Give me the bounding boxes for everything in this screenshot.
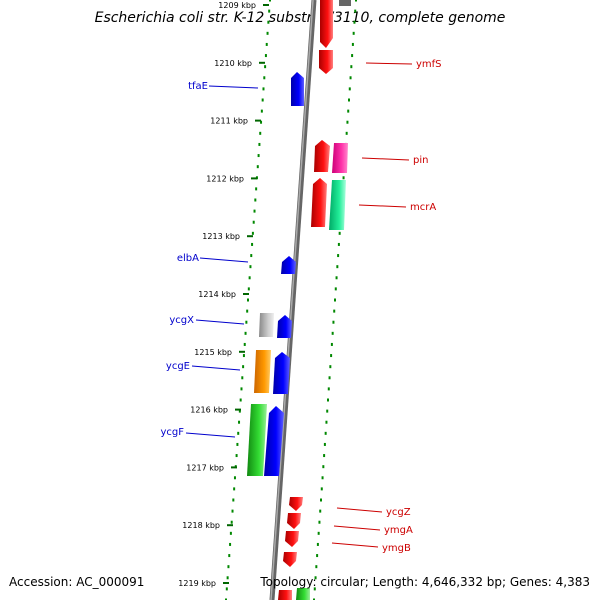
gene-label-ycgF[interactable]: ycgF bbox=[160, 427, 184, 438]
gene-label-ycgZ[interactable]: ycgZ bbox=[386, 507, 411, 518]
gene-label-ymgA[interactable]: ymgA bbox=[384, 525, 413, 536]
right-gene-labels: ymfS pin mcrA ycgZ ymgA ymgB bbox=[331, 59, 442, 554]
kbp-tick-label: 1209 kbp bbox=[218, 1, 256, 10]
genome-title: Escherichia coli str. K-12 substr. W3110… bbox=[94, 10, 506, 26]
kbp-tick-label: 1211 kbp bbox=[210, 117, 248, 126]
gene-label-pin[interactable]: pin bbox=[413, 155, 428, 166]
genome-backbone bbox=[269, 0, 317, 600]
kbp-tick-label: 1216 kbp bbox=[190, 406, 228, 415]
gene-arrow-ycgX[interactable] bbox=[277, 315, 292, 338]
genome-summary: Topology: circular; Length: 4,646,332 bp… bbox=[260, 575, 590, 589]
kbp-tick-label: 1212 kbp bbox=[206, 174, 244, 183]
gene-arrow-ycgZ[interactable] bbox=[289, 497, 303, 511]
gene-arrow-pin[interactable] bbox=[314, 140, 330, 172]
gene-arrow-pin-cog[interactable] bbox=[332, 143, 348, 173]
gene-arrow-ymgA[interactable] bbox=[287, 513, 301, 529]
kbp-tick-label: 1215 kbp bbox=[194, 348, 232, 357]
gene-label-elbA[interactable]: elbA bbox=[177, 253, 199, 264]
gene-arrow-tfaE[interactable] bbox=[291, 72, 304, 106]
gene-arrow-ycgE-cog[interactable] bbox=[254, 350, 271, 393]
gene-label-mcrA[interactable]: mcrA bbox=[410, 202, 436, 213]
gene-label-ymgB[interactable]: ymgB bbox=[382, 543, 411, 554]
gene-blocks bbox=[247, 0, 351, 600]
left-gene-labels: tfaE elbA ycgX ycgE ycgF bbox=[160, 81, 259, 438]
kbp-tick-label: 1214 kbp bbox=[198, 290, 236, 299]
inner-dotted-ring bbox=[225, 0, 271, 600]
kbp-tick-label: 1218 kbp bbox=[182, 521, 220, 530]
kbp-tick-label: 1213 kbp bbox=[202, 232, 240, 241]
kbp-tick-label: 1210 kbp bbox=[214, 59, 252, 68]
outer-dotted-ring bbox=[313, 0, 357, 600]
gene-arrow[interactable] bbox=[319, 50, 333, 74]
gene-arrow-ymgB[interactable] bbox=[285, 531, 299, 547]
gene-arrow[interactable] bbox=[278, 590, 292, 600]
gene-label-ycgE[interactable]: ycgE bbox=[166, 361, 190, 372]
gene-arrow-ycgX-cog[interactable] bbox=[259, 313, 274, 337]
gene-arrow-elbA[interactable] bbox=[281, 256, 296, 274]
gene-arrow[interactable] bbox=[283, 552, 297, 567]
gene-label-tfaE[interactable]: tfaE bbox=[188, 81, 208, 92]
gene-arrow-ycgF[interactable] bbox=[264, 406, 284, 476]
accession-label: Accession: AC_000091 bbox=[9, 575, 145, 589]
gene-arrow-mcrA-cog[interactable] bbox=[329, 180, 346, 230]
kbp-scale: 1209 kbp 1210 kbp 1211 kbp 1212 kbp 1213 kbp… bbox=[178, 1, 269, 588]
gene-arrow[interactable] bbox=[296, 588, 310, 600]
gene-arrow-ycgF-cog[interactable] bbox=[247, 404, 267, 476]
gene-arrow[interactable] bbox=[320, 0, 333, 48]
kbp-tick-label: 1217 kbp bbox=[186, 463, 224, 472]
kbp-tick-label: 1219 kbp bbox=[178, 579, 216, 588]
gene-arrow[interactable] bbox=[339, 0, 351, 6]
gene-arrow-ycgE[interactable] bbox=[273, 352, 290, 394]
gene-label-ymfS[interactable]: ymfS bbox=[416, 59, 442, 70]
gene-label-ycgX[interactable]: ycgX bbox=[169, 315, 194, 326]
gene-arrow-mcrA[interactable] bbox=[311, 178, 327, 227]
